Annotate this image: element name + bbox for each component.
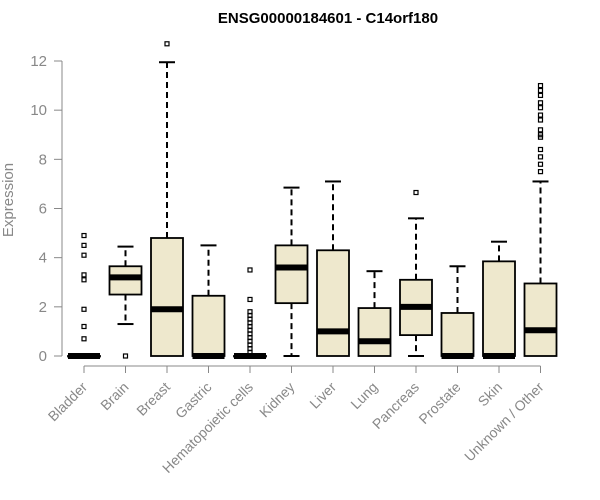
outlier-point [537, 127, 544, 133]
outlier-point [537, 82, 544, 89]
y-tick-label: 10 [30, 102, 47, 119]
box-group [233, 267, 267, 359]
box-body [108, 265, 143, 296]
outlier-point [122, 353, 129, 359]
x-tick-label: Breast [133, 379, 173, 419]
x-tick-label: Prostate [415, 379, 463, 427]
outlier-point [81, 306, 87, 312]
box-body [150, 237, 184, 357]
outlier-point [537, 169, 544, 175]
box-body [357, 307, 392, 357]
outlier-point [537, 117, 544, 123]
outlier-point [537, 105, 544, 111]
box-group [108, 245, 143, 359]
box-group [67, 232, 101, 359]
outlier-point [537, 146, 544, 153]
outlier-point [537, 87, 544, 94]
y-tick-label: 8 [39, 151, 47, 168]
y-axis: 0 2 4 6 8 10 12 [30, 53, 63, 365]
outlier-point [537, 154, 544, 160]
box-group [274, 186, 309, 357]
box-group [357, 270, 392, 357]
outlier-point [81, 252, 87, 258]
box-body [274, 244, 309, 305]
outlier-point [247, 267, 253, 273]
outlier-point [537, 132, 544, 138]
x-tick-label: Skin [475, 379, 506, 410]
y-tick-label: 6 [39, 201, 47, 218]
box-body [482, 260, 516, 357]
x-tick-label: Lung [347, 379, 380, 412]
y-axis-label: Expression [0, 163, 17, 237]
box-group [399, 189, 433, 357]
box-group [482, 240, 516, 359]
box-body [440, 312, 475, 357]
outlier-point [537, 100, 544, 106]
x-tick-label: Brain [97, 379, 131, 413]
y-tick-label: 0 [39, 348, 47, 365]
outlier-point [81, 323, 87, 330]
box-group [191, 244, 226, 359]
outlier-point [81, 336, 87, 342]
outlier-point [537, 161, 544, 167]
box-group [316, 180, 350, 357]
outlier-point [81, 272, 87, 278]
box-group [150, 41, 184, 357]
box-body [191, 294, 226, 357]
outlier-point [247, 296, 253, 303]
x-tick-label: Kidney [256, 379, 298, 421]
outlier-point [81, 277, 87, 283]
y-tick-label: 4 [39, 250, 47, 267]
chart-title: ENSG00000184601 - C14orf180 [218, 10, 438, 27]
outlier-point [537, 92, 544, 99]
outlier-point [537, 112, 544, 118]
box-body [316, 249, 350, 357]
y-tick-label: 2 [39, 299, 47, 316]
box-group [440, 265, 475, 359]
x-tick-label: Bladder [45, 379, 91, 425]
outlier-point [81, 242, 87, 248]
outlier-point [413, 189, 419, 196]
outlier-point [81, 232, 87, 239]
outlier-point [164, 41, 170, 47]
y-tick-label: 12 [30, 53, 47, 70]
boxes [67, 41, 558, 359]
outlier-point [247, 309, 253, 315]
x-tick-label: Liver [306, 379, 339, 412]
box-body [523, 282, 558, 357]
x-tick-label: Unknown / Other [461, 379, 547, 465]
box-group [523, 82, 558, 357]
